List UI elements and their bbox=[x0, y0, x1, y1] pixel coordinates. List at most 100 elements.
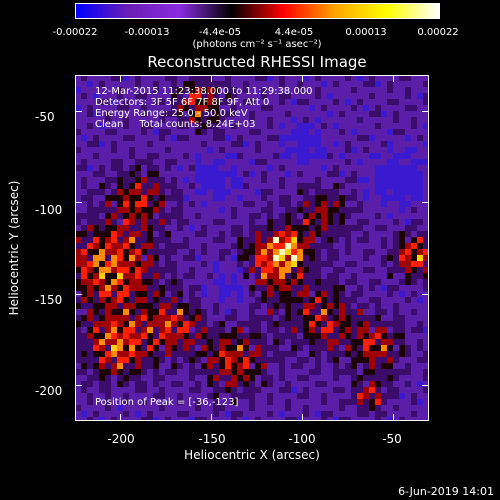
heatmap-cell bbox=[381, 279, 387, 285]
heatmap-cell bbox=[237, 255, 243, 261]
heatmap-cell bbox=[75, 405, 81, 411]
heatmap-cell bbox=[231, 183, 237, 189]
heatmap-cell bbox=[111, 147, 117, 153]
heatmap-cell bbox=[345, 171, 351, 177]
heatmap-cell bbox=[279, 261, 285, 267]
heatmap-cell bbox=[249, 405, 255, 411]
heatmap-cell bbox=[219, 267, 225, 273]
heatmap-cell bbox=[291, 405, 297, 411]
heatmap-cell bbox=[357, 411, 363, 417]
heatmap-cell bbox=[87, 129, 93, 135]
heatmap-cell bbox=[411, 297, 417, 303]
heatmap-cell bbox=[303, 399, 309, 405]
heatmap-cell bbox=[285, 387, 291, 393]
heatmap-cell bbox=[219, 405, 225, 411]
heatmap-cell bbox=[297, 339, 303, 345]
heatmap-cell bbox=[285, 93, 291, 99]
heatmap-cell bbox=[327, 153, 333, 159]
heatmap-cell bbox=[153, 285, 159, 291]
heatmap-cell bbox=[321, 207, 327, 213]
heatmap-cell bbox=[255, 117, 261, 123]
heatmap-cell bbox=[393, 249, 399, 255]
heatmap-cell bbox=[189, 99, 195, 105]
heatmap-cell bbox=[117, 279, 123, 285]
heatmap-cell bbox=[417, 327, 423, 333]
heatmap-cell bbox=[99, 177, 105, 183]
heatmap-cell bbox=[279, 243, 285, 249]
heatmap-cell bbox=[141, 249, 147, 255]
heatmap-cell bbox=[417, 189, 423, 195]
heatmap-cell bbox=[117, 189, 123, 195]
heatmap-cell bbox=[411, 213, 417, 219]
heatmap-cell bbox=[225, 273, 231, 279]
heatmap-cell bbox=[183, 381, 189, 387]
heatmap-cell bbox=[411, 99, 417, 105]
heatmap-cell bbox=[255, 321, 261, 327]
heatmap-cell bbox=[411, 285, 417, 291]
heatmap-cell bbox=[315, 141, 321, 147]
heatmap-cell bbox=[423, 111, 429, 117]
heatmap-cell bbox=[249, 369, 255, 375]
heatmap-cell bbox=[339, 399, 345, 405]
heatmap-cell bbox=[375, 393, 381, 399]
heatmap-cell bbox=[339, 141, 345, 147]
heatmap-cell bbox=[249, 81, 255, 87]
heatmap-cell bbox=[201, 99, 207, 105]
heatmap-cell bbox=[207, 243, 213, 249]
heatmap-cell bbox=[159, 87, 165, 93]
heatmap-cell bbox=[93, 351, 99, 357]
heatmap-cell bbox=[99, 189, 105, 195]
heatmap-cell bbox=[171, 87, 177, 93]
heatmap-cell bbox=[225, 303, 231, 309]
heatmap-cell bbox=[285, 111, 291, 117]
heatmap-cell bbox=[219, 81, 225, 87]
heatmap-cell bbox=[207, 231, 213, 237]
heatmap-cell bbox=[273, 213, 279, 219]
heatmap-cell bbox=[195, 327, 201, 333]
heatmap-cell bbox=[399, 105, 405, 111]
heatmap-cell bbox=[195, 171, 201, 177]
heatmap-cell bbox=[381, 345, 387, 351]
heatmap-cell bbox=[345, 225, 351, 231]
heatmap-cell bbox=[87, 93, 93, 99]
heatmap-cell bbox=[207, 135, 213, 141]
heatmap-cell bbox=[237, 111, 243, 117]
heatmap-cell bbox=[159, 177, 165, 183]
heatmap-cell bbox=[189, 279, 195, 285]
heatmap-cell bbox=[375, 261, 381, 267]
heatmap-cell bbox=[249, 309, 255, 315]
heatmap-cell bbox=[225, 81, 231, 87]
heatmap-cell bbox=[303, 123, 309, 129]
heatmap-cell bbox=[243, 363, 249, 369]
heatmap-cell bbox=[309, 315, 315, 321]
heatmap-cell bbox=[243, 249, 249, 255]
heatmap-cell bbox=[297, 159, 303, 165]
heatmap-cell bbox=[201, 153, 207, 159]
heatmap-cell bbox=[105, 249, 111, 255]
heatmap-cell bbox=[327, 393, 333, 399]
heatmap-cell bbox=[225, 177, 231, 183]
heatmap-cell bbox=[255, 411, 261, 417]
heatmap-cell bbox=[315, 147, 321, 153]
heatmap-cell bbox=[135, 255, 141, 261]
heatmap-cell bbox=[357, 183, 363, 189]
heatmap-cell bbox=[123, 399, 129, 405]
heatmap-cell bbox=[423, 81, 429, 87]
heatmap-cell bbox=[117, 87, 123, 93]
heatmap-cell bbox=[291, 381, 297, 387]
heatmap-cell bbox=[183, 177, 189, 183]
heatmap-cell bbox=[423, 189, 429, 195]
heatmap-cell bbox=[255, 189, 261, 195]
heatmap-cell bbox=[291, 93, 297, 99]
heatmap-cell bbox=[369, 147, 375, 153]
heatmap-cell bbox=[99, 147, 105, 153]
heatmap-cell bbox=[399, 225, 405, 231]
heatmap-cell bbox=[81, 351, 87, 357]
heatmap-cell bbox=[303, 369, 309, 375]
heatmap-cell bbox=[105, 135, 111, 141]
heatmap-cell bbox=[261, 225, 267, 231]
heatmap-cell bbox=[261, 213, 267, 219]
heatmap-cell bbox=[141, 117, 147, 123]
heatmap-cell bbox=[393, 417, 399, 421]
heatmap-cell bbox=[213, 387, 219, 393]
